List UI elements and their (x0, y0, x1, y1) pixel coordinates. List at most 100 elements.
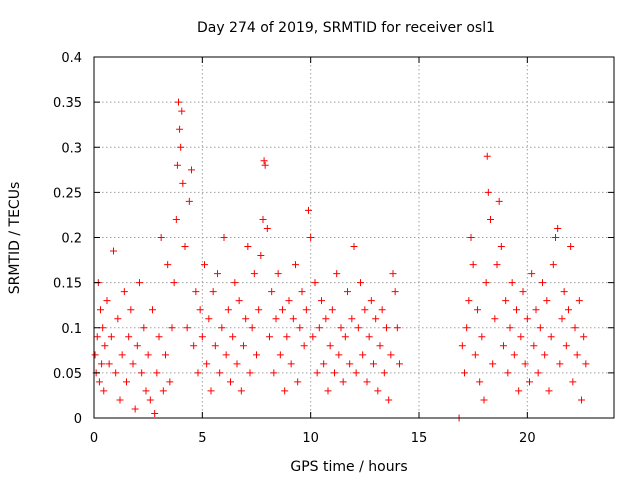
x-tick-label: 10 (302, 431, 319, 446)
data-point (250, 270, 258, 278)
data-point (578, 396, 585, 404)
data-point (176, 125, 184, 133)
data-point (266, 333, 273, 341)
data-point (547, 333, 555, 341)
data-point (461, 369, 468, 377)
data-point (216, 369, 224, 377)
data-point (244, 243, 252, 251)
data-point (246, 369, 254, 377)
data-point (487, 215, 494, 223)
data-point (480, 396, 488, 404)
data-point (352, 369, 360, 377)
data-point (157, 234, 165, 241)
data-point (279, 306, 286, 314)
data-point (357, 279, 364, 287)
data-point (224, 306, 232, 314)
data-point (214, 270, 221, 278)
data-points (91, 98, 590, 422)
data-point (164, 261, 172, 269)
data-point (573, 351, 581, 359)
data-point (276, 351, 284, 359)
data-point (523, 315, 531, 323)
data-point (192, 288, 200, 296)
data-point (99, 324, 107, 332)
data-point (237, 387, 245, 395)
data-point (554, 224, 562, 232)
data-point (162, 351, 169, 359)
data-point (149, 306, 156, 314)
x-tick-label: 0 (90, 431, 98, 446)
data-point (257, 252, 265, 260)
data-point (142, 387, 150, 395)
data-point (242, 315, 250, 323)
data-point (374, 387, 382, 395)
data-point (378, 306, 386, 314)
data-point (339, 378, 347, 386)
data-point (569, 378, 577, 386)
data-point (209, 288, 217, 296)
x-tick-label: 20 (519, 431, 536, 446)
data-point (175, 98, 182, 106)
data-point (380, 369, 388, 377)
y-tick-label: 0.1 (61, 322, 82, 337)
data-point (519, 288, 527, 296)
data-point (146, 396, 154, 404)
data-point (140, 324, 148, 332)
data-point (110, 247, 117, 255)
data-point (95, 378, 103, 386)
data-point (344, 288, 351, 296)
data-point (205, 315, 213, 323)
data-point (500, 342, 507, 350)
data-point (98, 360, 106, 368)
data-point (172, 215, 180, 223)
data-point (283, 333, 291, 341)
data-point (502, 297, 510, 305)
data-point (536, 324, 544, 332)
data-point (483, 152, 491, 160)
data-point (129, 360, 137, 368)
data-point (562, 342, 570, 350)
data-point (296, 324, 304, 332)
data-point (521, 360, 529, 368)
x-tick-label: 5 (198, 431, 206, 446)
data-point (136, 279, 143, 287)
data-point (320, 360, 328, 368)
y-tick-label: 0.4 (61, 51, 82, 66)
data-point (517, 333, 525, 341)
data-point (259, 215, 267, 223)
data-point (318, 297, 325, 305)
data-point (513, 306, 520, 314)
data-point (292, 261, 299, 269)
data-point (155, 333, 163, 341)
data-point (287, 360, 295, 368)
data-point (305, 206, 312, 214)
data-point (331, 369, 338, 377)
data-point (341, 333, 349, 341)
y-axis-label: SRMTID / TECUs (7, 182, 23, 295)
data-point (491, 315, 499, 323)
data-point (580, 333, 588, 341)
data-point (560, 288, 568, 296)
data-point (322, 315, 330, 323)
data-point (166, 378, 174, 386)
data-point (198, 333, 206, 341)
data-point (281, 387, 289, 395)
data-point (91, 351, 99, 359)
data-point (227, 378, 234, 386)
data-point (350, 243, 358, 251)
plot-frame (93, 56, 615, 419)
data-point (118, 351, 126, 359)
data-point (482, 279, 490, 287)
data-point (495, 197, 503, 205)
data-point (465, 297, 473, 305)
data-point (133, 342, 141, 350)
data-point (396, 360, 403, 368)
data-point (530, 342, 538, 350)
data-point (107, 333, 115, 341)
data-point (105, 360, 113, 368)
data-point (125, 333, 133, 341)
data-point (348, 315, 356, 323)
data-point (177, 143, 185, 151)
data-point (196, 306, 204, 314)
data-point (363, 378, 371, 386)
